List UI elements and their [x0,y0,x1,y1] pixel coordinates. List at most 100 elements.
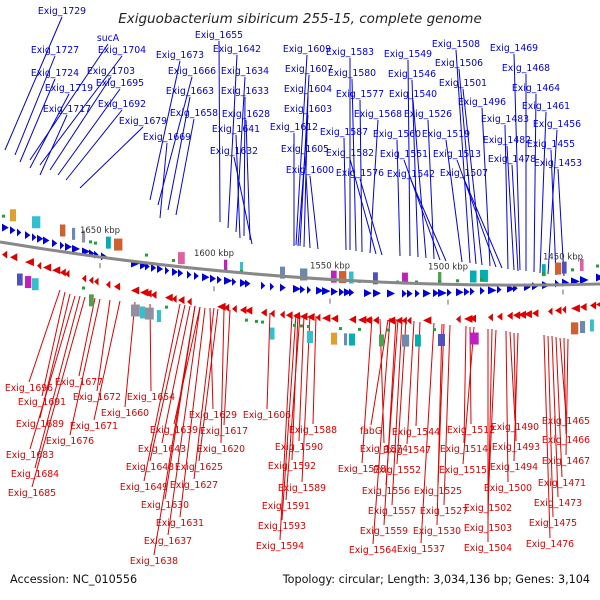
upper-label-leader [455,49,471,264]
feature-block [344,333,348,346]
feature-block [89,294,94,307]
gene-label: Exig_1695 [96,78,144,89]
gene-label: Exig_1519 [422,129,470,140]
gene-label: Exig_1648 [126,462,174,473]
gene-label: Exig_1503 [464,523,512,534]
feature-block [224,259,228,272]
gene-label: Exig_1637 [144,536,192,547]
reverse-gene-arrow [532,309,539,318]
gene-label: Exig_1591 [262,501,310,512]
gene-label: Exig_1525 [414,486,462,497]
feature-marker [358,327,361,331]
forward-gene-arrow [2,223,9,232]
gene-label: Exig_1660 [101,408,149,419]
upper-label-leader [4,16,63,151]
lower-label-leader [547,335,554,518]
forward-gene-arrow [280,283,286,292]
feature-block [140,306,146,319]
gene-label: Exig_1689 [16,419,64,430]
forward-gene-arrow [65,242,72,251]
gene-label: Exig_1493 [492,442,540,453]
reverse-gene-arrow [178,296,185,305]
upper-label-leader [304,154,311,249]
forward-gene-arrow [447,288,452,297]
feature-block [17,273,23,286]
reverse-gene-arrow [280,310,285,319]
reverse-gene-arrow [407,316,412,325]
upper-label-leader [481,107,491,267]
reverse-gene-arrow [316,313,321,322]
reverse-gene-arrow [590,301,597,310]
gene-label: Exig_1628 [222,109,270,120]
forward-gene-arrow [157,265,164,274]
forward-gene-arrow [364,289,372,298]
feature-block [240,261,244,274]
lower-label-leader [153,305,196,556]
gene-label: Exig_1589 [278,483,326,494]
forward-gene-arrow [261,281,266,290]
gene-label: Exig_1582 [326,148,374,159]
gene-label: Exig_1604 [284,84,332,95]
forward-gene-arrow [423,289,431,298]
genome-backbone [0,240,600,287]
reverse-gene-arrow [580,303,587,312]
forward-gene-arrow [300,285,306,294]
forward-gene-arrow [464,287,470,296]
gene-label: Exig_1658 [170,108,218,119]
feature-block [438,271,442,284]
gene-label: Exig_1638 [130,556,178,567]
forward-gene-arrow [240,278,247,287]
reverse-gene-arrow [488,313,493,322]
gene-label: Exig_1483 [481,114,529,125]
reverse-gene-arrow [402,316,407,325]
forward-gene-arrow [344,288,352,297]
gene-label: Exig_1625 [175,462,223,473]
forward-gene-arrow [497,285,502,294]
gene-label: Exig_1679 [119,116,167,127]
reverse-gene-arrow [513,311,521,320]
lower-label-leader [462,326,475,465]
gene-label: Exig_1568 [354,109,402,120]
feature-marker [82,286,85,290]
upper-label-leader [235,76,246,233]
lower-label-leader [551,335,559,498]
gene-label: Exig_1500 [484,483,532,494]
upper-label-leader [343,137,347,251]
gene-label: Exig_1530 [413,526,461,537]
gene-label: Exig_1641 [212,124,260,135]
feature-block [307,331,313,344]
lower-label-leader [420,322,435,544]
upper-label-leader [511,164,519,272]
reverse-gene-arrow [497,312,503,321]
upper-label-leader [506,145,515,271]
gene-label: Exig_1593 [258,521,306,532]
map-title: Exiguobacterium sibiricum 255-15, comple… [118,11,482,27]
gene-label: Exig_1603 [284,104,332,115]
forward-gene-arrow [37,234,44,243]
forward-gene-arrow [387,289,396,298]
reverse-gene-arrow [10,253,18,262]
gene-label: Exig_1703 [87,66,135,77]
feature-block [339,271,347,284]
reverse-gene-arrow [232,304,237,313]
forward-gene-arrow [32,233,37,242]
forward-gene-arrow [270,282,275,291]
feature-block [32,278,39,291]
forward-gene-arrow [60,241,65,250]
lower-label-leader [266,312,271,410]
forward-gene-arrow [580,276,589,285]
upper-label-lines [4,16,565,277]
gene-label: Exig_1551 [380,149,428,160]
lower-label-leader [298,314,305,442]
gene-label: Exig_1515 [439,465,487,476]
gene-label: Exig_1556 [362,486,410,497]
gene-label: Exig_1465 [542,416,590,427]
forward-gene-arrow [25,231,31,240]
reverse-gene-arrow [43,263,52,272]
gene-label: Exig_1632 [210,146,258,157]
lower-label-leader [565,338,569,456]
feature-marker [339,327,342,331]
feature-tracks [2,209,600,347]
feature-marker [2,214,5,218]
gene-label: Exig_1719 [45,83,93,94]
